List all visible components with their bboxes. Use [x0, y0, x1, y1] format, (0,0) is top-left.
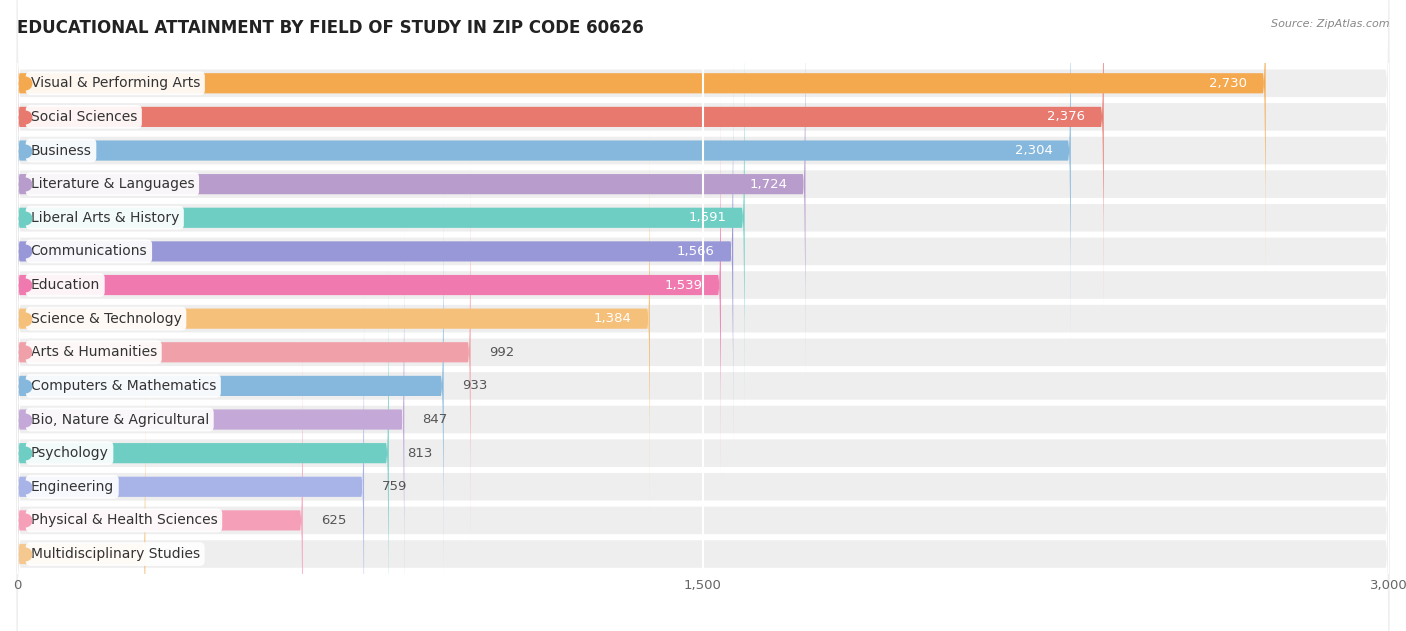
- Text: 1,539: 1,539: [665, 278, 703, 292]
- FancyBboxPatch shape: [17, 131, 1389, 631]
- FancyBboxPatch shape: [17, 329, 302, 631]
- Text: 281: 281: [163, 548, 188, 560]
- Text: Communications: Communications: [31, 244, 148, 259]
- FancyBboxPatch shape: [17, 30, 1389, 540]
- Text: Physical & Health Sciences: Physical & Health Sciences: [31, 514, 218, 528]
- FancyBboxPatch shape: [17, 198, 1389, 631]
- FancyBboxPatch shape: [17, 0, 1389, 473]
- FancyBboxPatch shape: [17, 0, 806, 376]
- Text: 2,304: 2,304: [1015, 144, 1053, 157]
- FancyBboxPatch shape: [17, 299, 1389, 631]
- Text: 847: 847: [423, 413, 449, 426]
- FancyBboxPatch shape: [17, 194, 444, 577]
- Text: Psychology: Psychology: [31, 446, 108, 460]
- FancyBboxPatch shape: [17, 26, 745, 410]
- Text: 933: 933: [463, 379, 488, 392]
- Text: Liberal Arts & History: Liberal Arts & History: [31, 211, 179, 225]
- Text: Computers & Mathematics: Computers & Mathematics: [31, 379, 217, 393]
- Text: 1,384: 1,384: [593, 312, 631, 325]
- Text: 759: 759: [382, 480, 408, 493]
- Text: 1,724: 1,724: [749, 178, 787, 191]
- FancyBboxPatch shape: [17, 0, 1389, 372]
- Text: Arts & Humanities: Arts & Humanities: [31, 345, 157, 359]
- Text: 992: 992: [489, 346, 515, 359]
- Text: Source: ZipAtlas.com: Source: ZipAtlas.com: [1271, 19, 1389, 29]
- FancyBboxPatch shape: [17, 97, 1389, 608]
- Text: Visual & Performing Arts: Visual & Performing Arts: [31, 76, 200, 90]
- FancyBboxPatch shape: [17, 0, 1389, 507]
- Text: 1,591: 1,591: [689, 211, 727, 224]
- FancyBboxPatch shape: [17, 0, 1265, 275]
- FancyBboxPatch shape: [17, 0, 1071, 342]
- Text: Education: Education: [31, 278, 100, 292]
- FancyBboxPatch shape: [17, 93, 721, 476]
- FancyBboxPatch shape: [17, 0, 1389, 406]
- Text: 2,376: 2,376: [1047, 110, 1085, 124]
- Text: 625: 625: [321, 514, 346, 527]
- Text: Social Sciences: Social Sciences: [31, 110, 136, 124]
- Text: Bio, Nature & Agricultural: Bio, Nature & Agricultural: [31, 413, 209, 427]
- FancyBboxPatch shape: [17, 161, 471, 544]
- Text: Business: Business: [31, 143, 91, 158]
- FancyBboxPatch shape: [17, 127, 650, 510]
- FancyBboxPatch shape: [17, 362, 145, 631]
- Text: 2,730: 2,730: [1209, 77, 1247, 90]
- FancyBboxPatch shape: [17, 64, 1389, 574]
- Text: 813: 813: [408, 447, 433, 459]
- FancyBboxPatch shape: [17, 232, 1389, 631]
- FancyBboxPatch shape: [17, 261, 388, 631]
- FancyBboxPatch shape: [17, 0, 1389, 338]
- Text: Engineering: Engineering: [31, 480, 114, 494]
- Text: Multidisciplinary Studies: Multidisciplinary Studies: [31, 547, 200, 561]
- FancyBboxPatch shape: [17, 164, 1389, 631]
- FancyBboxPatch shape: [17, 60, 733, 443]
- Text: EDUCATIONAL ATTAINMENT BY FIELD OF STUDY IN ZIP CODE 60626: EDUCATIONAL ATTAINMENT BY FIELD OF STUDY…: [17, 19, 644, 37]
- Text: Literature & Languages: Literature & Languages: [31, 177, 194, 191]
- FancyBboxPatch shape: [17, 295, 364, 631]
- FancyBboxPatch shape: [17, 265, 1389, 631]
- FancyBboxPatch shape: [17, 0, 1389, 439]
- Text: Science & Technology: Science & Technology: [31, 312, 181, 326]
- Text: 1,566: 1,566: [678, 245, 714, 258]
- FancyBboxPatch shape: [17, 228, 405, 611]
- FancyBboxPatch shape: [17, 0, 1104, 309]
